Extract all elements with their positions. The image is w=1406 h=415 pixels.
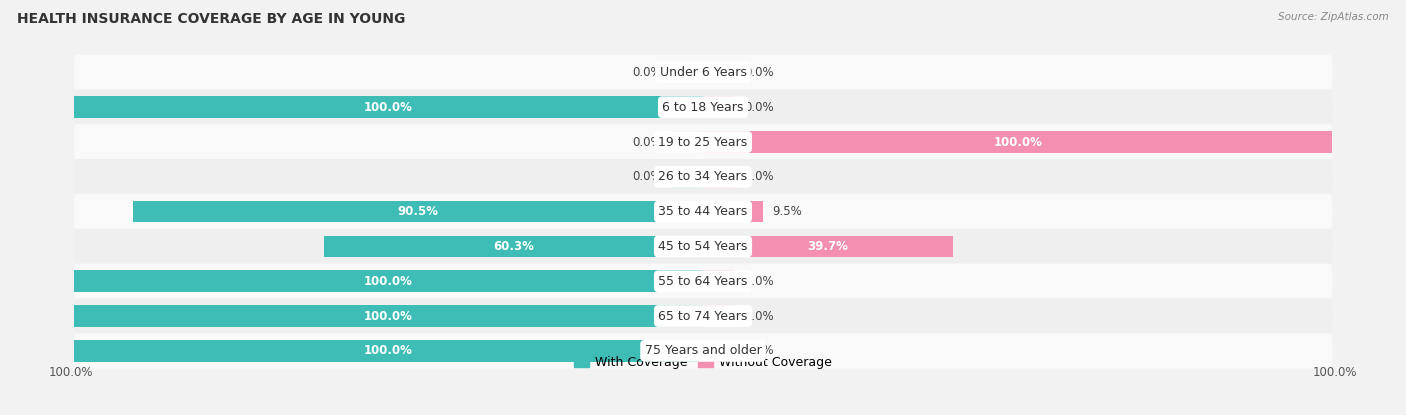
Bar	[703, 201, 763, 222]
Text: 0.0%: 0.0%	[633, 136, 662, 149]
Text: 100.0%: 100.0%	[1313, 366, 1358, 379]
Text: 45 to 54 Years: 45 to 54 Years	[658, 240, 748, 253]
FancyBboxPatch shape	[73, 229, 1333, 264]
Text: 100.0%: 100.0%	[48, 366, 93, 379]
Text: 0.0%: 0.0%	[633, 170, 662, 183]
Text: 100.0%: 100.0%	[364, 344, 413, 357]
Text: 90.5%: 90.5%	[398, 205, 439, 218]
FancyBboxPatch shape	[73, 298, 1333, 334]
Legend: With Coverage, Without Coverage: With Coverage, Without Coverage	[569, 351, 837, 374]
Bar	[703, 131, 1333, 153]
FancyBboxPatch shape	[73, 90, 1333, 125]
FancyBboxPatch shape	[73, 333, 1333, 369]
Bar	[703, 271, 734, 292]
FancyBboxPatch shape	[73, 124, 1333, 160]
Text: 26 to 34 Years: 26 to 34 Years	[658, 170, 748, 183]
Text: 0.0%: 0.0%	[744, 275, 773, 288]
Text: 60.3%: 60.3%	[494, 240, 534, 253]
Text: 19 to 25 Years: 19 to 25 Years	[658, 136, 748, 149]
Bar	[134, 201, 703, 222]
Text: 75 Years and older: 75 Years and older	[644, 344, 762, 357]
Bar	[703, 340, 734, 361]
Text: HEALTH INSURANCE COVERAGE BY AGE IN YOUNG: HEALTH INSURANCE COVERAGE BY AGE IN YOUN…	[17, 12, 405, 27]
Text: 100.0%: 100.0%	[364, 101, 413, 114]
Bar	[703, 236, 953, 257]
FancyBboxPatch shape	[73, 159, 1333, 195]
Bar	[703, 96, 734, 118]
FancyBboxPatch shape	[73, 264, 1333, 299]
FancyBboxPatch shape	[73, 55, 1333, 90]
Text: 0.0%: 0.0%	[744, 344, 773, 357]
Text: 100.0%: 100.0%	[364, 310, 413, 322]
Text: 0.0%: 0.0%	[744, 170, 773, 183]
Text: 65 to 74 Years: 65 to 74 Years	[658, 310, 748, 322]
Text: 55 to 64 Years: 55 to 64 Years	[658, 275, 748, 288]
Bar	[73, 340, 703, 361]
Text: 0.0%: 0.0%	[633, 66, 662, 79]
Text: 100.0%: 100.0%	[364, 275, 413, 288]
Bar	[73, 96, 703, 118]
Bar	[703, 62, 734, 83]
Text: 100.0%: 100.0%	[993, 136, 1042, 149]
Bar	[672, 131, 703, 153]
Bar	[73, 271, 703, 292]
Text: 35 to 44 Years: 35 to 44 Years	[658, 205, 748, 218]
Bar	[73, 305, 703, 327]
Bar	[672, 62, 703, 83]
Text: Source: ZipAtlas.com: Source: ZipAtlas.com	[1278, 12, 1389, 22]
Bar	[672, 166, 703, 188]
Text: 0.0%: 0.0%	[744, 66, 773, 79]
Text: 0.0%: 0.0%	[744, 310, 773, 322]
Text: 9.5%: 9.5%	[772, 205, 801, 218]
Text: 0.0%: 0.0%	[744, 101, 773, 114]
Bar	[703, 305, 734, 327]
Bar	[323, 236, 703, 257]
Text: 6 to 18 Years: 6 to 18 Years	[662, 101, 744, 114]
FancyBboxPatch shape	[73, 194, 1333, 229]
Bar	[703, 166, 734, 188]
Text: 39.7%: 39.7%	[807, 240, 848, 253]
Text: Under 6 Years: Under 6 Years	[659, 66, 747, 79]
